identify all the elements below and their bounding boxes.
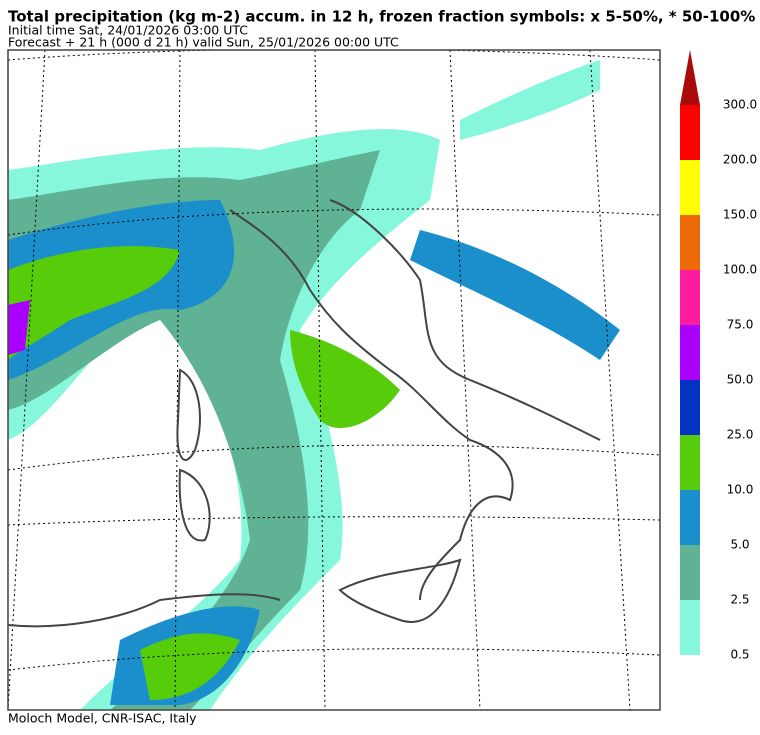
colorbar-label: 300.0	[723, 98, 757, 112]
colorbar-segment	[680, 490, 700, 545]
colorbar-segment	[680, 545, 700, 600]
colorbar-segment	[680, 435, 700, 490]
colorbar-arrow	[680, 50, 700, 105]
colorbar-segment	[680, 325, 700, 380]
colorbar-label: 75.0	[727, 318, 754, 332]
colorbar-label: 50.0	[727, 373, 754, 387]
colorbar-label: 0.5	[730, 648, 749, 662]
colorbar: 0.5 2.5 5.0 10.0 25.0 50.0 75.0 100.0 150.0 200.0…	[680, 50, 757, 662]
initial-time: Initial time Sat, 24/01/2026 03:00 UTC	[8, 23, 248, 38]
colorbar-label: 200.0	[723, 153, 757, 167]
colorbar-label: 100.0	[723, 263, 757, 277]
colorbar-label: 2.5	[730, 593, 749, 607]
colorbar-segment	[680, 600, 700, 655]
title: Total precipitation (kg m-2) accum. in 1…	[8, 8, 755, 26]
map	[7, 49, 661, 711]
colorbar-label: 25.0	[727, 428, 754, 442]
colorbar-label: 5.0	[730, 538, 749, 552]
colorbar-segment	[680, 160, 700, 215]
colorbar-segment	[680, 380, 700, 435]
colorbar-segment	[680, 105, 700, 160]
colorbar-label: 10.0	[727, 483, 754, 497]
forecast-time: Forecast + 21 h (000 d 21 h) valid Sun, …	[8, 35, 399, 50]
colorbar-segment	[680, 215, 700, 270]
footer: Moloch Model, CNR-ISAC, Italy	[8, 711, 197, 726]
colorbar-label: 150.0	[723, 208, 757, 222]
colorbar-segment	[680, 270, 700, 325]
